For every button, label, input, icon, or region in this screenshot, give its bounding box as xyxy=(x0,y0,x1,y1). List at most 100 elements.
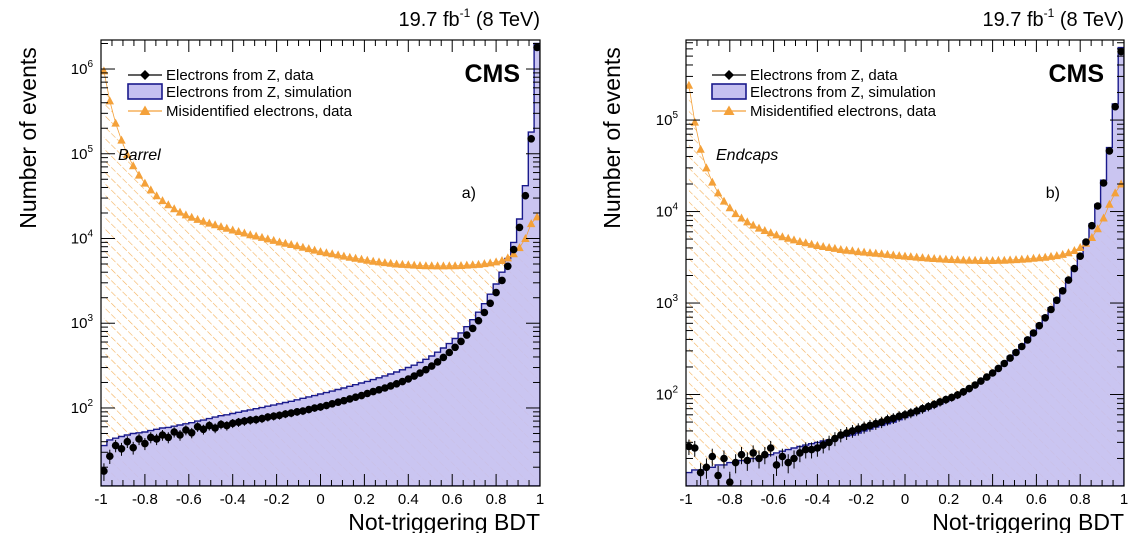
misid-point xyxy=(813,241,822,249)
data-point xyxy=(363,389,372,398)
misid-point xyxy=(205,218,214,227)
y-tick-label: 104 xyxy=(71,229,94,248)
misid-point xyxy=(316,247,325,256)
x-tick-label: 0.4 xyxy=(398,491,419,508)
experiment-label: CMS xyxy=(464,60,520,88)
misid-point xyxy=(976,256,986,264)
data-point xyxy=(971,381,979,389)
misid-point xyxy=(532,212,540,221)
data-point xyxy=(486,299,495,308)
x-tick-label: -0.2 xyxy=(848,491,874,508)
misid-point xyxy=(486,258,495,267)
misid-point xyxy=(240,228,249,237)
y-tick-label: 104 xyxy=(656,202,679,221)
misid-point xyxy=(994,255,1003,264)
misid-point xyxy=(210,220,220,229)
misid-point xyxy=(754,223,764,232)
data-point xyxy=(837,431,845,439)
data-point xyxy=(977,377,985,385)
data-point xyxy=(474,316,483,325)
misid-point xyxy=(824,243,834,251)
misid-point xyxy=(970,255,980,264)
misid-point xyxy=(322,248,331,257)
data-point xyxy=(702,463,711,472)
data-point xyxy=(801,445,810,454)
misid-point xyxy=(854,247,863,256)
x-tick-label: 0 xyxy=(316,491,324,508)
data-point xyxy=(848,427,857,435)
misid-point xyxy=(982,256,991,264)
misid-point xyxy=(380,258,390,267)
panel-label: b) xyxy=(1046,185,1060,202)
misid-point xyxy=(146,185,155,194)
misid-point xyxy=(281,238,290,247)
data-point xyxy=(164,433,173,442)
misid-point xyxy=(170,204,179,213)
x-tick-label: -0.6 xyxy=(176,491,202,508)
data-point xyxy=(912,407,921,415)
sim-histogram xyxy=(101,42,540,486)
data-point xyxy=(515,223,524,232)
y-tick-label: 105 xyxy=(656,110,679,129)
misid-point xyxy=(935,254,945,263)
misid-point xyxy=(374,257,384,266)
data-point xyxy=(1076,252,1084,260)
misid-point xyxy=(164,200,173,209)
data-point xyxy=(106,452,114,461)
misid-point xyxy=(953,255,962,264)
data-point xyxy=(720,454,728,463)
x-tick-label: 0 xyxy=(901,491,909,508)
data-point xyxy=(334,398,342,407)
data-point xyxy=(492,288,500,297)
misid-point xyxy=(392,259,401,268)
y-tick-label: 103 xyxy=(71,313,94,332)
misid-point xyxy=(1041,252,1050,261)
data-point xyxy=(451,343,459,352)
misid-point xyxy=(527,219,536,228)
data-point xyxy=(211,424,219,432)
data-point xyxy=(860,423,868,431)
misid-point xyxy=(275,237,284,246)
data-point xyxy=(930,400,938,409)
misid-point xyxy=(930,254,939,262)
data-point xyxy=(983,373,991,381)
misid-point xyxy=(947,255,956,263)
x-tick-label: 0.2 xyxy=(938,491,959,508)
data-point xyxy=(1029,329,1038,337)
plot-area: -1 -0.8 -0.6 -0.4 -0.2 0 0.2 0.4 0.6 0.8 1 102 103 10… xyxy=(656,39,1128,508)
data-point xyxy=(708,452,717,461)
x-tick-label: -1 xyxy=(94,491,107,508)
misid-point xyxy=(386,258,395,267)
x-tick-label: 1 xyxy=(536,491,544,508)
data-point xyxy=(287,409,296,417)
misid-point xyxy=(497,256,507,264)
misid-point xyxy=(900,251,910,260)
misid-point xyxy=(1076,243,1085,251)
misid-point xyxy=(801,238,810,247)
misid-point xyxy=(480,259,489,268)
misid-point xyxy=(842,245,851,254)
data-point xyxy=(199,425,208,434)
data-point xyxy=(784,458,792,467)
data-point xyxy=(340,396,348,405)
misid-point xyxy=(445,261,454,270)
legend-entry-data-z: Electrons from Z, data xyxy=(712,67,898,84)
data-point xyxy=(936,398,944,406)
misid-point xyxy=(1070,246,1079,254)
misid-point xyxy=(193,214,202,223)
data-point xyxy=(147,433,155,442)
misid-point xyxy=(357,254,366,263)
data-point xyxy=(872,419,880,428)
misid-point xyxy=(959,255,968,264)
misid-point xyxy=(521,234,530,242)
data-point xyxy=(357,391,366,400)
legend-label: Electrons from Z, simulation xyxy=(166,84,352,101)
misid-point xyxy=(883,249,892,258)
data-point xyxy=(252,415,260,424)
data-point xyxy=(714,471,722,480)
data-point xyxy=(965,384,973,393)
misid-point xyxy=(743,217,752,226)
data-point xyxy=(842,429,851,437)
data-point xyxy=(187,429,196,437)
data-point xyxy=(749,449,757,457)
